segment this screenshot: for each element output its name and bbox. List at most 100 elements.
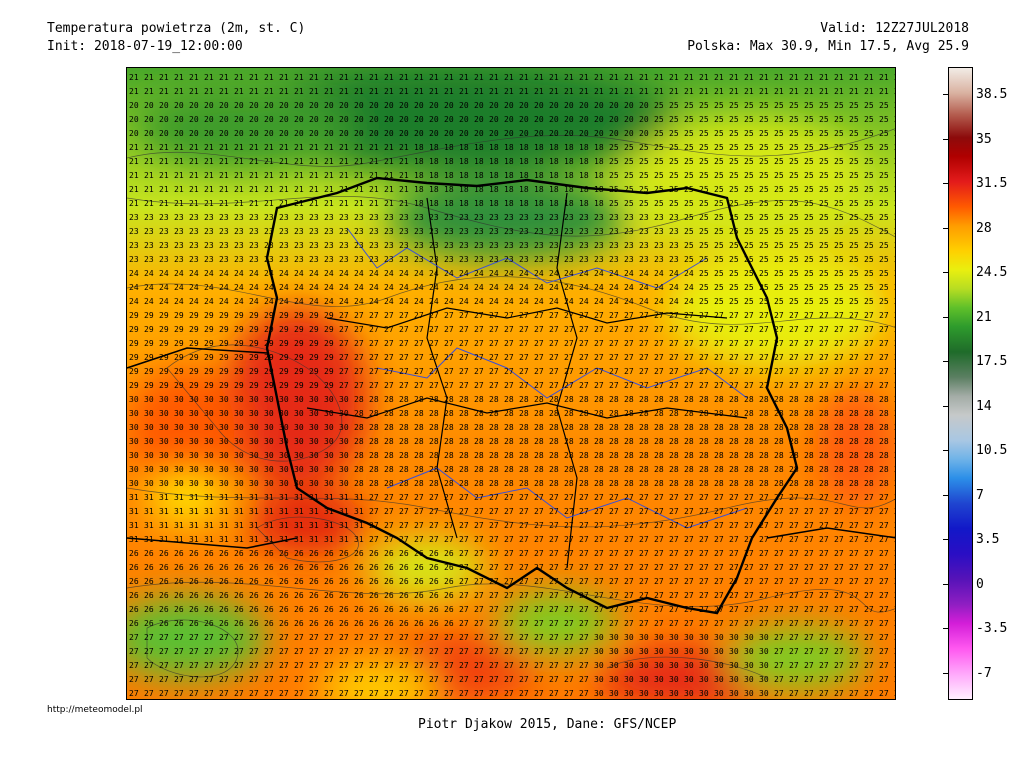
temperature-value: 21 bbox=[354, 73, 364, 82]
temperature-value: 28 bbox=[534, 479, 544, 488]
temperature-value: 21 bbox=[744, 73, 754, 82]
temperature-value: 27 bbox=[894, 577, 896, 586]
temperature-value: 27 bbox=[639, 325, 649, 334]
temperature-value: 25 bbox=[879, 101, 889, 110]
temperature-value: 28 bbox=[759, 437, 769, 446]
temperature-value: 25 bbox=[744, 129, 754, 138]
temperature-value: 28 bbox=[714, 437, 724, 446]
temperature-value: 29 bbox=[234, 381, 244, 390]
temperature-value: 28 bbox=[504, 395, 514, 404]
temperature-value: 31 bbox=[159, 535, 169, 544]
temperature-value: 27 bbox=[459, 535, 469, 544]
temperature-value: 21 bbox=[369, 171, 379, 180]
temperature-value: 27 bbox=[399, 535, 409, 544]
temperature-value: 27 bbox=[444, 647, 454, 656]
temperature-value: 24 bbox=[174, 283, 184, 292]
temperature-value: 29 bbox=[249, 339, 259, 348]
temperature-value: 27 bbox=[429, 661, 439, 670]
temperature-value: 27 bbox=[609, 311, 619, 320]
temperature-value: 26 bbox=[204, 619, 214, 628]
temperature-value: 23 bbox=[639, 227, 649, 236]
temperature-value: 25 bbox=[894, 115, 896, 124]
temperature-value: 23 bbox=[474, 213, 484, 222]
temperature-value: 25 bbox=[684, 115, 694, 124]
temperature-value: 27 bbox=[834, 675, 844, 684]
temperature-value: 27 bbox=[534, 647, 544, 656]
temperature-value: 27 bbox=[894, 535, 896, 544]
temperature-value: 27 bbox=[279, 633, 289, 642]
temperature-value: 21 bbox=[324, 199, 334, 208]
temperature-value: 23 bbox=[234, 227, 244, 236]
temperature-value: 25 bbox=[714, 157, 724, 166]
temperature-value: 21 bbox=[534, 73, 544, 82]
temperature-value: 27 bbox=[729, 381, 739, 390]
temperature-value: 26 bbox=[204, 549, 214, 558]
temperature-value: 20 bbox=[264, 115, 274, 124]
temperature-value: 21 bbox=[144, 73, 154, 82]
temperature-value: 26 bbox=[339, 549, 349, 558]
temperature-value: 25 bbox=[714, 227, 724, 236]
temperature-value: 30 bbox=[744, 689, 754, 698]
temperature-value: 28 bbox=[624, 465, 634, 474]
temperature-value: 27 bbox=[564, 549, 574, 558]
temperature-value: 31 bbox=[264, 493, 274, 502]
temperature-value: 27 bbox=[504, 381, 514, 390]
temperature-value: 20 bbox=[204, 101, 214, 110]
temperature-map[interactable]: 21 21 21 21 21 21 21 21 21 21 21 21 21 21 21 21 21 21 21 21… bbox=[126, 67, 896, 700]
temperature-value: 26 bbox=[309, 591, 319, 600]
temperature-value: 27 bbox=[489, 689, 499, 698]
temperature-value: 27 bbox=[429, 633, 439, 642]
temperature-value: 25 bbox=[849, 101, 859, 110]
temperature-value: 20 bbox=[399, 101, 409, 110]
temperature-value: 27 bbox=[174, 633, 184, 642]
temperature-value: 23 bbox=[369, 241, 379, 250]
temperature-value: 21 bbox=[294, 73, 304, 82]
temperature-value: 27 bbox=[564, 633, 574, 642]
temperature-value: 25 bbox=[849, 115, 859, 124]
temperature-value: 24 bbox=[474, 269, 484, 278]
temperature-value: 27 bbox=[669, 493, 679, 502]
temperature-value: 27 bbox=[384, 311, 394, 320]
temperature-value: 28 bbox=[564, 423, 574, 432]
temperature-value: 20 bbox=[609, 115, 619, 124]
temperature-value: 23 bbox=[144, 255, 154, 264]
temperature-value: 25 bbox=[759, 171, 769, 180]
temperature-value: 20 bbox=[534, 101, 544, 110]
temperature-value: 27 bbox=[474, 353, 484, 362]
temperature-value: 25 bbox=[789, 297, 799, 306]
temperature-value: 25 bbox=[684, 129, 694, 138]
temperature-value: 24 bbox=[219, 283, 229, 292]
color-scale-tick bbox=[943, 672, 948, 674]
temperature-value: 27 bbox=[354, 367, 364, 376]
temperature-value: 27 bbox=[864, 339, 874, 348]
temperature-value: 30 bbox=[684, 675, 694, 684]
temperature-value: 23 bbox=[624, 213, 634, 222]
temperature-value: 21 bbox=[744, 87, 754, 96]
temperature-value: 31 bbox=[294, 521, 304, 530]
temperature-value: 25 bbox=[744, 101, 754, 110]
temperature-value: 29 bbox=[129, 325, 139, 334]
temperature-value: 21 bbox=[249, 73, 259, 82]
temperature-value: 26 bbox=[309, 605, 319, 614]
temperature-value: 29 bbox=[264, 339, 274, 348]
temperature-value: 30 bbox=[654, 675, 664, 684]
temperature-value: 29 bbox=[189, 381, 199, 390]
temperature-value: 29 bbox=[144, 367, 154, 376]
temperature-value: 29 bbox=[159, 353, 169, 362]
temperature-value: 30 bbox=[144, 479, 154, 488]
source-link[interactable]: http://meteomodel.pl bbox=[47, 705, 143, 715]
temperature-value: 18 bbox=[489, 171, 499, 180]
temperature-value: 28 bbox=[549, 465, 559, 474]
temperature-value: 27 bbox=[609, 577, 619, 586]
temperature-value: 28 bbox=[354, 451, 364, 460]
temperature-value: 28 bbox=[354, 437, 364, 446]
temperature-value: 24 bbox=[324, 283, 334, 292]
temperature-value: 27 bbox=[834, 507, 844, 516]
temperature-value: 27 bbox=[759, 535, 769, 544]
temperature-value: 30 bbox=[129, 451, 139, 460]
temperature-value: 23 bbox=[279, 241, 289, 250]
temperature-value: 23 bbox=[429, 227, 439, 236]
temperature-value: 25 bbox=[759, 101, 769, 110]
temperature-value: 25 bbox=[669, 157, 679, 166]
temperature-value: 28 bbox=[684, 423, 694, 432]
